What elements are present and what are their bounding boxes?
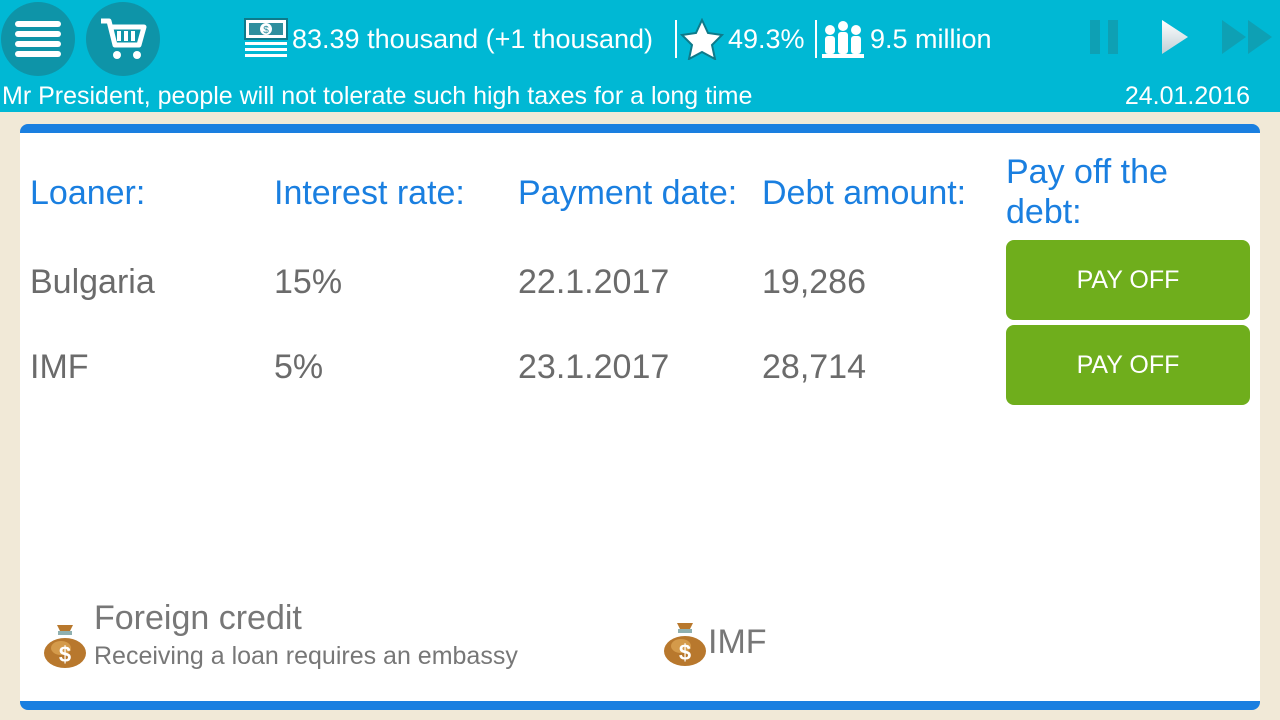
top-bar: $ 83.39 thousand (+1 thousand) 49.3% 9.5… xyxy=(0,0,1280,112)
interest-rate: 15% xyxy=(274,263,343,301)
payment-date: 22.1.2017 xyxy=(518,263,670,301)
svg-text:$: $ xyxy=(679,640,691,665)
payment-date: 23.1.2017 xyxy=(518,348,670,386)
imf-option[interactable]: $ IMF xyxy=(662,619,767,667)
menu-button[interactable] xyxy=(1,2,75,76)
header-payment-date: Payment date: xyxy=(518,174,738,212)
header-debt-amount: Debt amount: xyxy=(762,174,967,212)
money-stat: $ 83.39 thousand (+1 thousand) xyxy=(244,14,653,64)
advisor-message: Mr President, people will not tolerate s… xyxy=(2,82,753,110)
option-title: IMF xyxy=(708,623,767,661)
loans-panel: Loaner: Interest rate: Payment date: Deb… xyxy=(20,124,1260,710)
header-pay-off: Pay off the debt: xyxy=(1006,153,1168,231)
option-title: Foreign credit xyxy=(94,599,302,637)
approval-value: 49.3% xyxy=(728,23,805,54)
money-bag-icon: $ xyxy=(664,623,706,666)
divider xyxy=(815,20,817,58)
money-bag-icon: $ xyxy=(44,625,86,668)
header-interest-rate: Interest rate: xyxy=(274,174,465,212)
cash-icon: $ xyxy=(244,18,288,57)
pay-off-button[interactable]: PAY OFF xyxy=(1006,240,1250,320)
divider xyxy=(675,20,677,58)
game-date: 24.01.2016 xyxy=(1124,82,1250,110)
people-icon xyxy=(822,21,864,58)
loaner: Bulgaria xyxy=(30,263,155,301)
svg-text:$: $ xyxy=(59,642,71,667)
pause-icon[interactable] xyxy=(1090,18,1120,56)
population-value: 9.5 million xyxy=(870,23,992,54)
menu-icon xyxy=(15,21,61,57)
option-subtitle: Receiving a loan requires an embassy xyxy=(94,642,518,670)
star-icon xyxy=(680,18,724,60)
cart-icon xyxy=(101,18,147,59)
population-stat: 9.5 million xyxy=(820,14,992,64)
foreign-credit-option[interactable]: $ Foreign credit Receiving a loan requir… xyxy=(42,599,518,671)
debt-amount: 28,714 xyxy=(762,348,866,386)
header-loaner: Loaner: xyxy=(30,174,146,212)
debt-amount: 19,286 xyxy=(762,263,866,301)
pay-off-button[interactable]: PAY OFF xyxy=(1006,325,1250,405)
svg-text:$: $ xyxy=(263,25,269,36)
loaner: IMF xyxy=(30,348,89,386)
play-icon[interactable] xyxy=(1160,18,1190,56)
money-value: 83.39 thousand (+1 thousand) xyxy=(292,23,654,54)
shop-button[interactable] xyxy=(86,2,160,76)
approval-stat: 49.3% xyxy=(680,14,805,64)
interest-rate: 5% xyxy=(274,348,324,386)
fast-forward-icon[interactable] xyxy=(1222,18,1274,56)
